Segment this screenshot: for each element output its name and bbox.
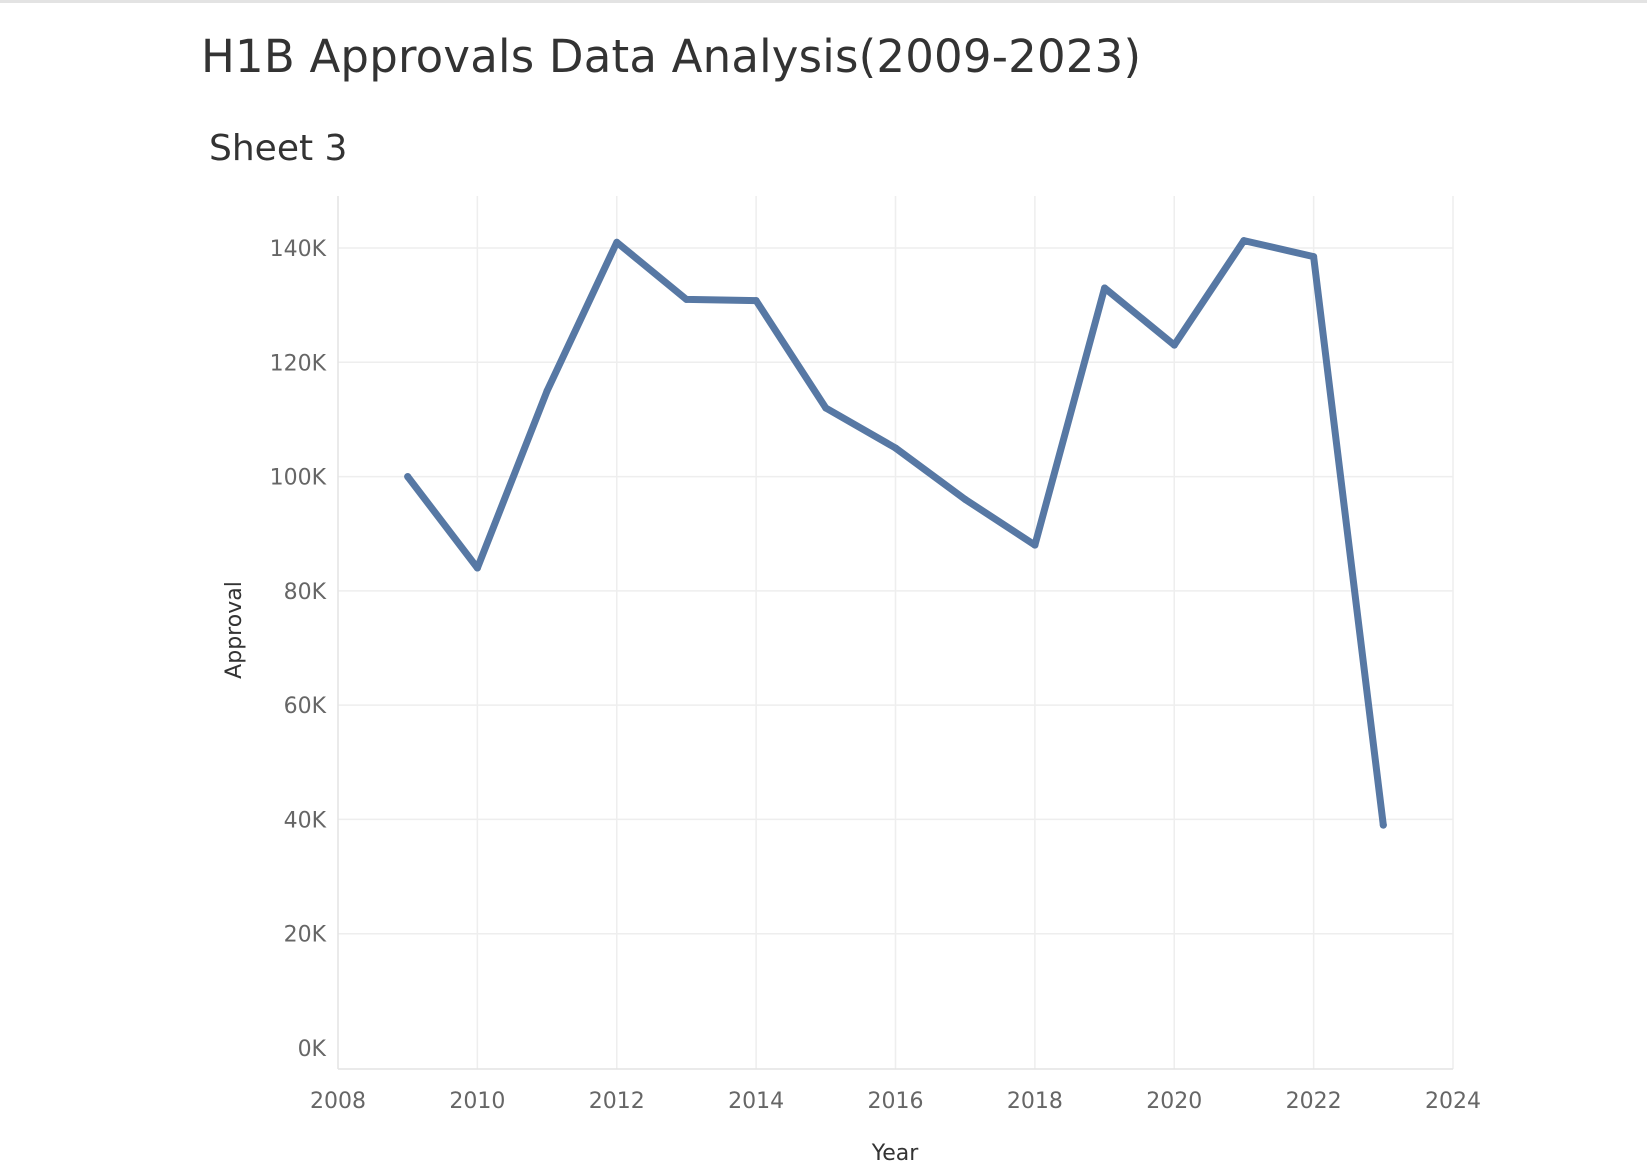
y-tick-label: 20K xyxy=(284,923,327,948)
y-tick-label: 80K xyxy=(284,580,327,605)
data-point xyxy=(1170,341,1178,349)
gridlines xyxy=(338,196,1454,1069)
x-tick-label: 2022 xyxy=(1286,1089,1342,1114)
axes xyxy=(337,196,1453,1070)
y-axis-title: Approval xyxy=(222,581,247,679)
x-tick-label: 2016 xyxy=(868,1089,924,1114)
x-tick-label: 2012 xyxy=(589,1089,645,1114)
x-tick-label: 2018 xyxy=(1007,1089,1063,1114)
y-tick-label: 120K xyxy=(270,351,327,376)
data-point xyxy=(404,473,412,481)
data-point xyxy=(1031,541,1039,549)
data-point xyxy=(752,297,760,305)
dashboard-title: H1B Approvals Data Analysis(2009-2023) xyxy=(201,30,1142,83)
data-point xyxy=(613,238,621,246)
data-point xyxy=(961,495,969,503)
y-tick-label: 140K xyxy=(270,237,327,262)
tick-labels: 2008 2010 2012 2014 2016 2018 2020 2022 2024 0K 20… xyxy=(270,237,1481,1114)
data-point xyxy=(1310,253,1318,261)
data-point xyxy=(822,404,830,412)
x-tick-label: 2014 xyxy=(728,1089,784,1114)
sheet-title: Sheet 3 xyxy=(209,128,348,169)
x-axis-title: Year xyxy=(871,1141,920,1166)
data-point xyxy=(682,295,690,303)
top-border xyxy=(0,0,1647,3)
data-point xyxy=(473,564,481,572)
x-tick-label: 2010 xyxy=(449,1089,505,1114)
data-point xyxy=(892,444,899,452)
x-tick-label: 2024 xyxy=(1425,1089,1481,1114)
data-point xyxy=(543,387,551,395)
y-tick-label: 60K xyxy=(284,694,327,719)
series-layer xyxy=(404,237,1387,829)
x-tick-label: 2020 xyxy=(1146,1089,1202,1114)
data-point xyxy=(1240,237,1248,245)
x-tick-label: 2008 xyxy=(310,1089,366,1114)
y-tick-label: 0K xyxy=(298,1037,327,1062)
data-point xyxy=(1379,821,1387,829)
y-tick-label: 100K xyxy=(270,466,327,491)
data-point xyxy=(1101,284,1109,292)
y-tick-label: 40K xyxy=(284,808,327,833)
